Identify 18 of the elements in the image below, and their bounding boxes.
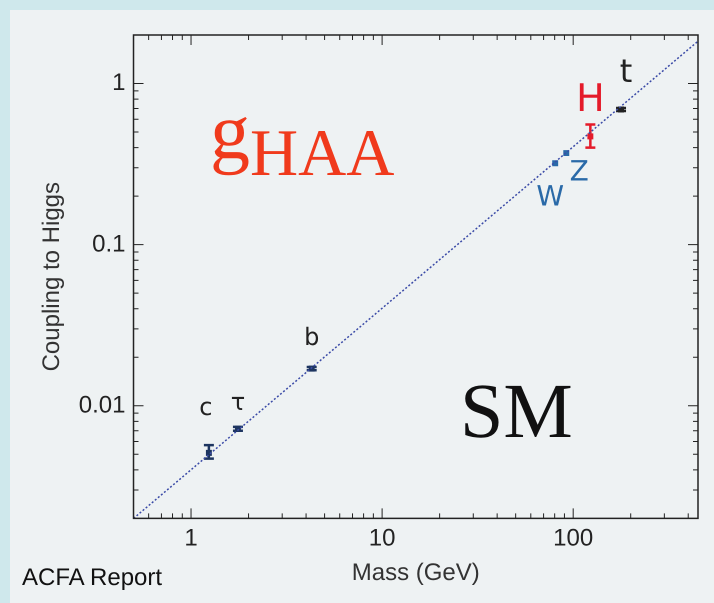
annotation: c <box>199 393 212 422</box>
annotation: SM <box>460 367 573 454</box>
annotation: W <box>536 180 564 213</box>
x-axis-title: Mass (GeV) <box>352 559 480 586</box>
y-tick-label: 0.1 <box>92 230 126 258</box>
annotation: Z <box>570 154 589 188</box>
y-tick-label: 0.01 <box>78 391 126 418</box>
x-tick-label: 1 <box>184 524 198 552</box>
annotation: H <box>576 76 605 120</box>
annotation: b <box>304 322 320 351</box>
annotation: τ <box>230 388 246 416</box>
annotation: g$_{HAA}$ <box>210 88 394 190</box>
text: ACFA Report <box>22 564 162 591</box>
y-axis-title: Coupling to Higgs <box>38 182 66 372</box>
x-tick-label: 100 <box>553 524 594 552</box>
x-tick-label: 10 <box>368 524 396 552</box>
annotation: t <box>620 52 632 90</box>
y-tick-label: 1 <box>112 69 126 96</box>
